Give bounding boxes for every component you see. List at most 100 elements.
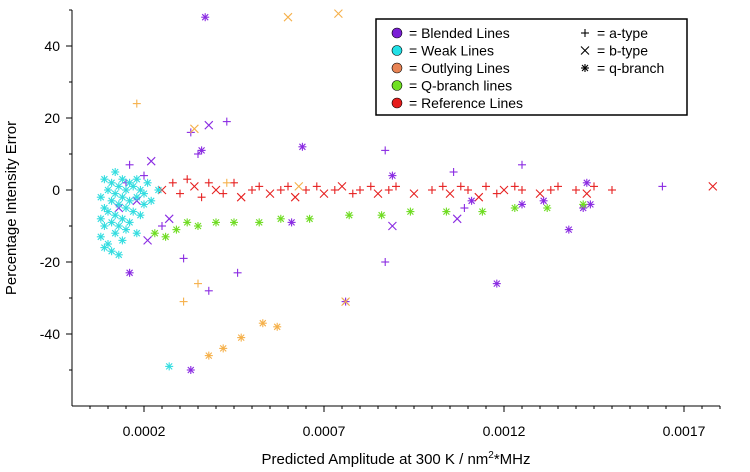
marker-stroke <box>129 183 137 190</box>
data-point <box>107 178 116 187</box>
marker-stroke <box>565 226 573 233</box>
marker-stroke <box>319 189 329 198</box>
data-point <box>154 186 163 194</box>
data-point <box>284 182 292 191</box>
marker-stroke <box>164 214 174 224</box>
data-point <box>572 186 580 194</box>
data-point <box>438 182 447 191</box>
data-point <box>190 182 199 191</box>
data-point <box>96 214 105 223</box>
legend-label-plus: = a-type <box>597 25 648 41</box>
marker-stroke <box>518 201 526 208</box>
data-point <box>125 160 134 169</box>
data-point <box>204 120 214 130</box>
marker-stroke <box>211 185 221 195</box>
data-point <box>388 221 397 231</box>
marker-stroke <box>122 226 130 233</box>
data-point <box>107 196 116 205</box>
marker-stroke <box>108 197 115 205</box>
data-point <box>290 192 300 202</box>
data-point <box>356 186 364 194</box>
marker-stroke <box>119 215 126 223</box>
marker-stroke <box>259 319 267 327</box>
marker-stroke <box>474 192 484 202</box>
marker-stroke <box>334 9 343 18</box>
data-point <box>132 229 141 238</box>
data-point <box>384 186 393 194</box>
marker-stroke <box>183 219 191 226</box>
data-point <box>140 200 148 209</box>
marker-stroke <box>294 182 304 191</box>
data-point <box>298 142 307 151</box>
data-point <box>230 178 238 187</box>
marker-stroke <box>204 120 214 130</box>
legend-label-x: = b-type <box>597 43 648 59</box>
marker-stroke <box>708 182 718 191</box>
marker-stroke <box>129 208 137 215</box>
data-point <box>406 207 415 216</box>
marker-stroke <box>111 190 119 197</box>
data-point <box>100 243 109 252</box>
marker-stroke <box>190 124 199 134</box>
marker-stroke <box>236 192 246 202</box>
marker-stroke <box>126 179 133 187</box>
marker-stroke <box>104 186 112 194</box>
marker-stroke <box>194 222 202 230</box>
marker-stroke <box>97 193 105 201</box>
marker-stroke <box>173 226 180 233</box>
data-point <box>107 247 116 256</box>
data-point <box>518 160 526 169</box>
data-point <box>564 225 573 234</box>
data-point <box>129 182 138 191</box>
data-point <box>96 232 105 241</box>
legend-box <box>375 18 688 116</box>
data-point <box>197 146 206 155</box>
data-point <box>201 13 210 22</box>
data-point <box>392 182 400 191</box>
legend-label-blended: = Blended Lines <box>409 25 510 41</box>
data-point <box>302 186 310 194</box>
data-point <box>312 182 321 191</box>
data-point <box>381 258 390 266</box>
marker-stroke <box>582 189 592 198</box>
marker-stroke <box>407 208 414 215</box>
marker-stroke <box>147 197 155 205</box>
data-point <box>197 193 206 202</box>
data-point <box>146 156 156 166</box>
marker-stroke <box>140 201 148 208</box>
legend-marker-plus <box>581 29 589 37</box>
data-point <box>204 178 213 187</box>
y-tick-label: -20 <box>40 254 60 270</box>
marker-stroke <box>345 211 353 219</box>
data-point <box>219 189 228 198</box>
data-point <box>348 189 357 198</box>
marker-stroke <box>535 189 545 198</box>
data-point <box>132 99 141 108</box>
marker-stroke <box>290 192 300 202</box>
data-point <box>708 182 718 191</box>
marker-stroke <box>201 13 209 21</box>
marker-stroke <box>101 222 108 230</box>
data-point <box>186 366 195 374</box>
data-point <box>122 225 130 234</box>
data-point <box>211 185 221 195</box>
data-point <box>518 186 526 194</box>
data-point <box>510 182 519 191</box>
data-point <box>122 186 130 194</box>
marker-stroke <box>165 363 173 370</box>
data-point <box>143 236 152 245</box>
data-point <box>190 124 199 134</box>
marker-stroke <box>187 366 195 374</box>
marker-stroke <box>115 251 123 259</box>
marker-stroke <box>587 201 594 208</box>
marker-stroke <box>108 219 115 226</box>
data-point <box>158 222 166 230</box>
marker-stroke <box>468 197 475 205</box>
data-point <box>294 182 304 191</box>
marker-stroke <box>283 12 293 22</box>
marker-stroke <box>580 46 590 55</box>
legend-swatch-blended <box>391 27 403 39</box>
data-point <box>464 186 472 194</box>
marker-stroke <box>108 179 115 187</box>
